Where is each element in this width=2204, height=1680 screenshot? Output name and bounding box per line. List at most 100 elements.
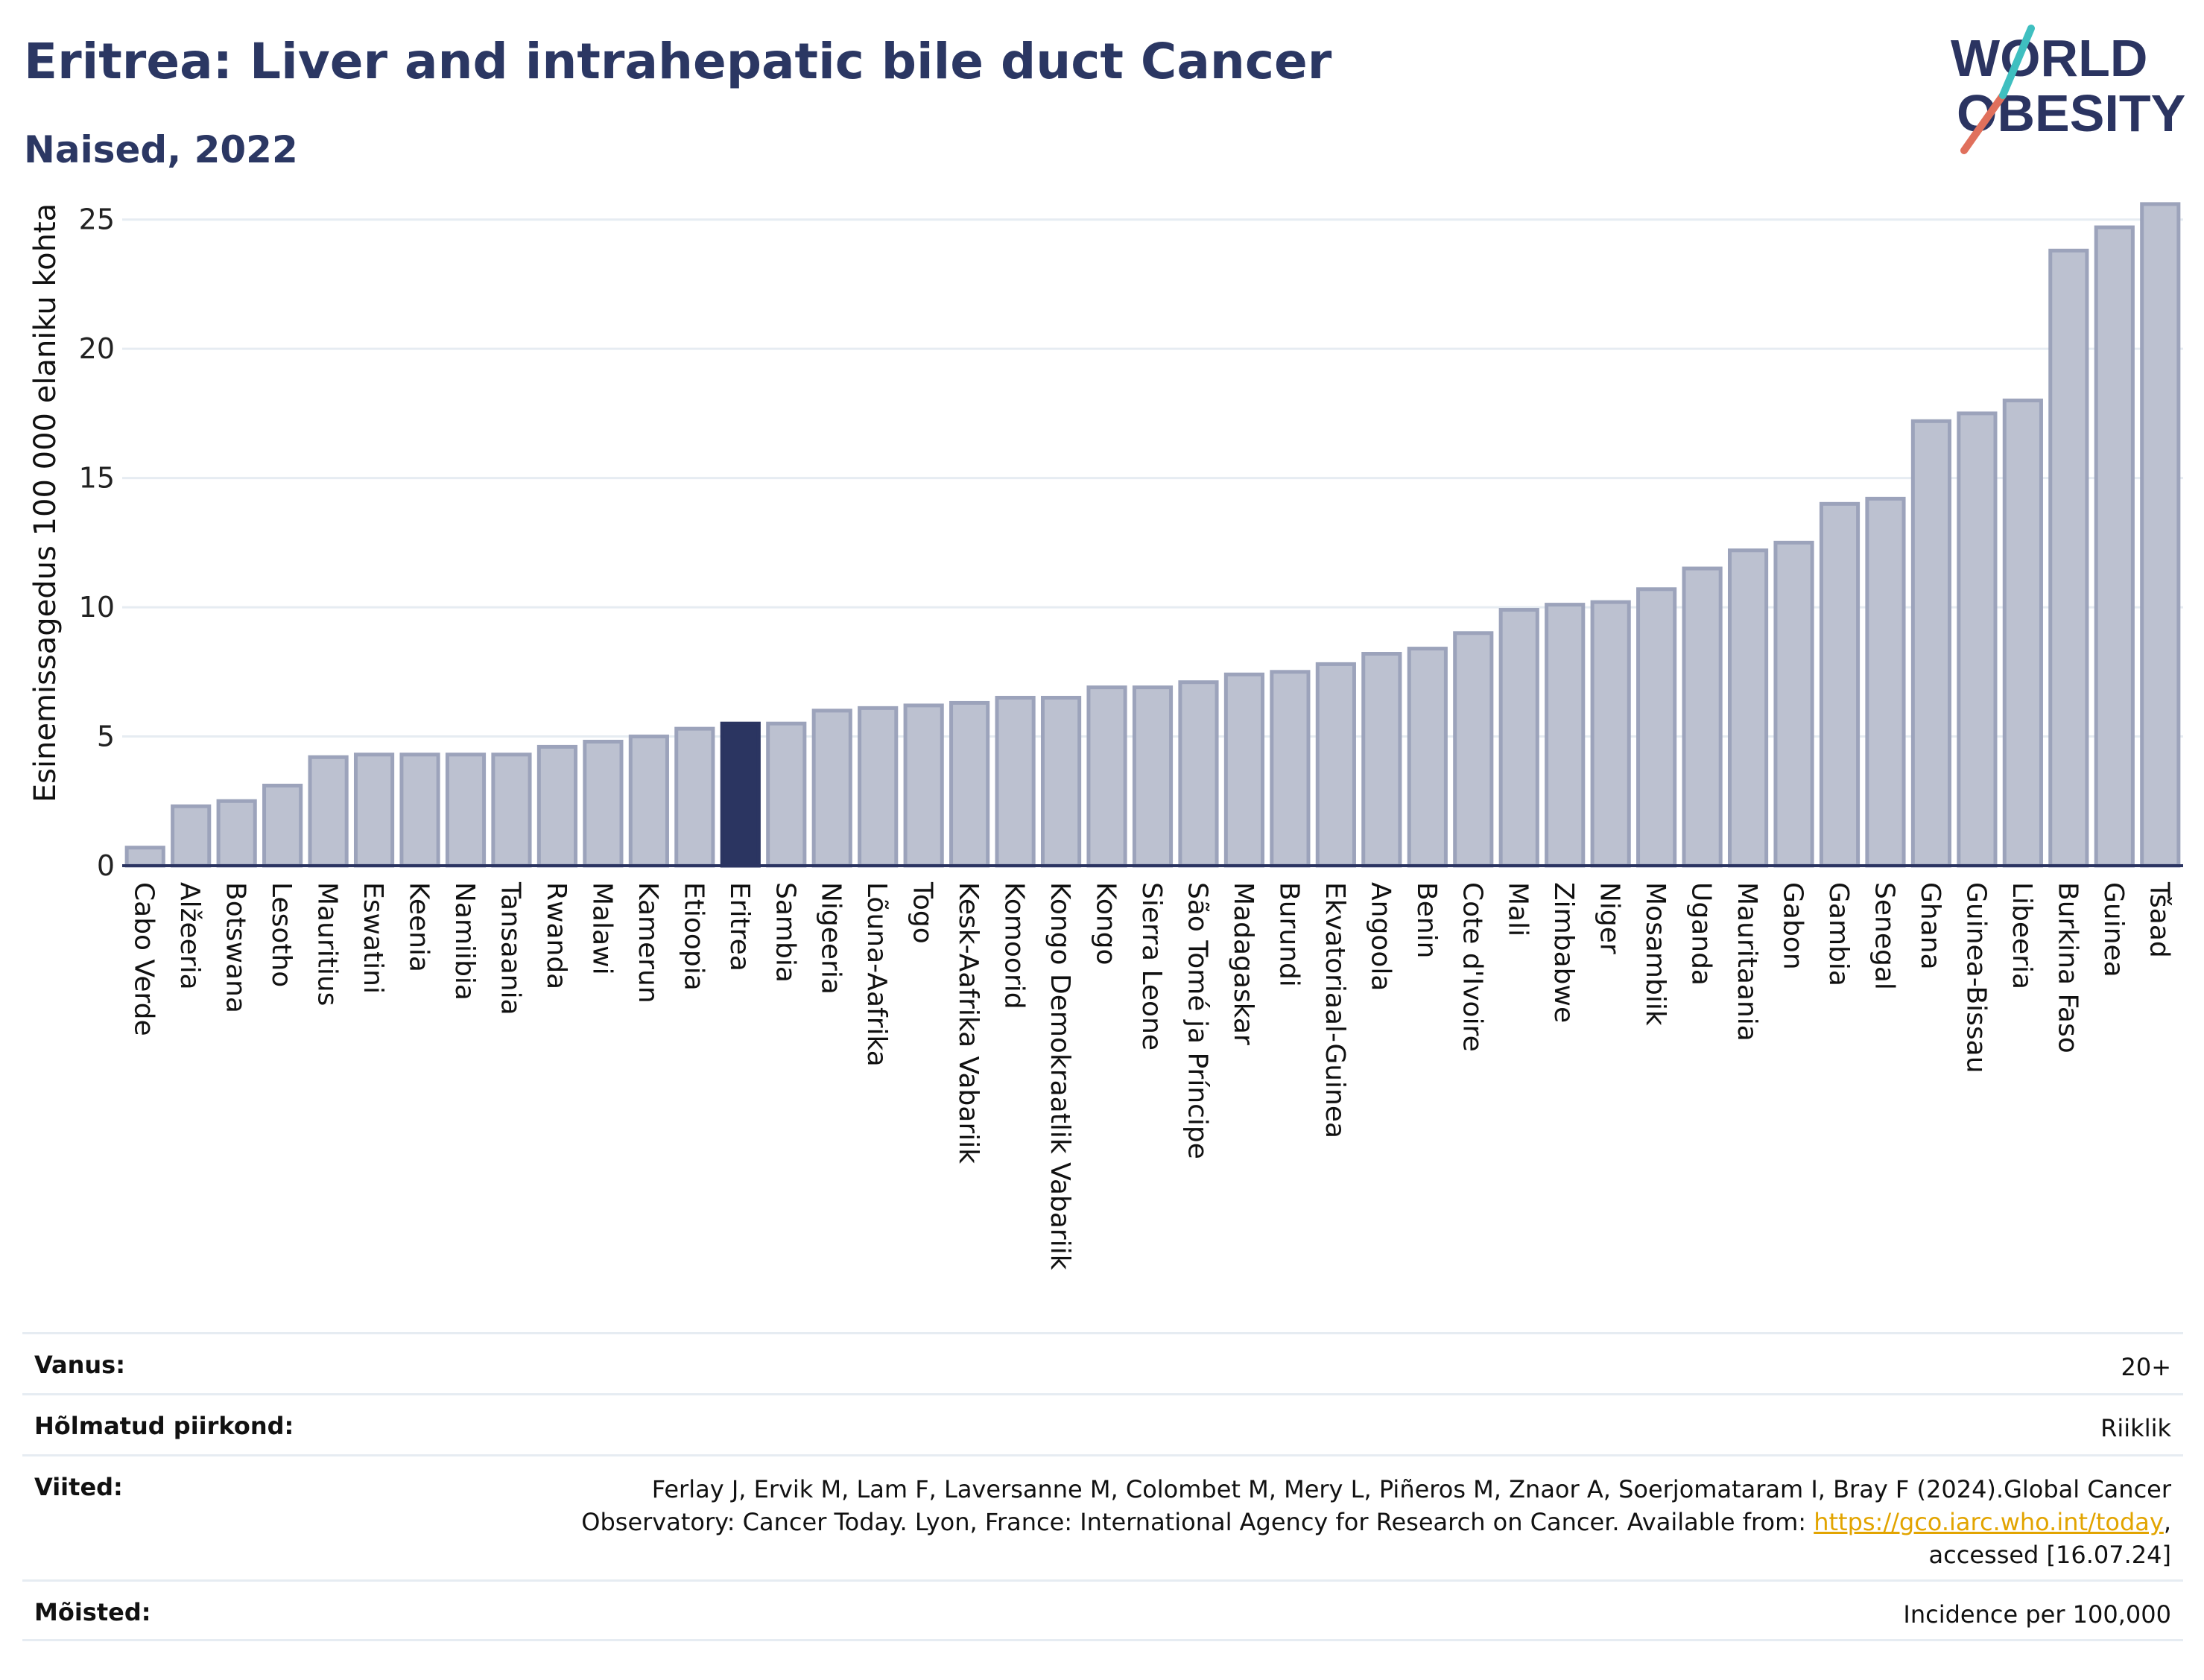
y-tick-label: 0 [97,849,115,882]
bar-gambia [1819,501,1861,868]
bar-s-o-tom-ja-pr-ncipe [1178,680,1219,868]
x-tick-label: Kesk-Aafrika Vabariik [953,882,984,1164]
page-title: Eritrea: Liver and intrahepatic bile duc… [24,33,1332,90]
region-label: Hõlmatud piirkond: [34,1412,294,1440]
bar-burkina-faso [2048,248,2089,868]
bar-sambia [766,721,807,868]
age-label: Vanus: [34,1351,126,1379]
bar-zimbabwe [1545,603,1586,868]
x-tick-label: Lõuna-Aafrika [861,882,892,1067]
logo-line1: WORLD [1951,29,2147,87]
y-tick-label: 20 [79,332,115,365]
references-line-1: Ferlay J, Ervik M, Lam F, Laversanne M, … [651,1475,2171,1503]
x-tick-label: Alžeeria [174,882,205,990]
x-tick-label: Sierra Leone [1136,882,1167,1050]
bar-namiibia [445,752,487,868]
references-label: Viited: [34,1473,123,1501]
bar-cote-d-ivoire [1453,631,1494,868]
x-tick-label: Botswana [221,882,251,1013]
bar-botswana [216,799,257,868]
bar-gabon [1773,540,1814,868]
bar-burundi [1270,670,1311,868]
region-value: Riiklik [2100,1414,2171,1442]
references-link[interactable]: https://gco.iarc.who.int/today [1814,1508,2164,1536]
x-tick-label: São Tomé ja Príncipe [1182,882,1212,1159]
x-tick-label: Libeeria [2007,882,2037,989]
x-tick-label: Malawi [586,882,617,975]
references-line-2: Observatory: Cancer Today. Lyon, France:… [581,1506,2171,1538]
definitions-value: Incidence per 100,000 [1903,1600,2171,1629]
bar-malawi [583,739,624,868]
age-value: 20+ [2121,1353,2171,1381]
bar-guinea-bissau [1957,411,1998,868]
x-tick-label: Cote d'Ivoire [1457,882,1487,1052]
bar-rwanda [536,744,578,868]
bar-ekvatoriaal-guinea [1315,662,1356,868]
bar-sierra-leone [1132,685,1174,868]
x-tick-label: Etioopia [678,882,709,991]
y-tick-label: 5 [97,720,115,753]
info-row-age: Vanus: 20+ [22,1332,2183,1394]
x-tick-labels: Cabo Verde Alžeeria Botswana Lesotho Mauriti… [129,881,2175,1270]
bar-mauritius [308,755,349,868]
x-tick-label: Eritrea [724,882,755,971]
x-tick-label: Cabo Verde [129,882,159,1036]
y-tick-label: 25 [79,203,115,236]
bar-uganda [1682,566,1723,868]
x-tick-label: Namiibia [449,882,480,1001]
bar-madagaskar [1223,672,1265,868]
x-tick-label: Gambia [1823,882,1854,986]
info-bottom-divider [22,1639,2183,1641]
y-tick-label: 10 [79,591,115,624]
x-tick-label: Burundi [1273,882,1304,987]
x-tick-label: Rwanda [541,882,571,989]
y-tick-label: 15 [79,462,115,495]
bar-mosambiik [1636,587,1677,868]
x-tick-label: Kongo Demokraatlik Vabariik [1045,882,1075,1270]
bar-ghana [1910,419,1952,868]
bar-kongo-demokraatlik-vabariik [1040,696,1082,868]
bar-kesk-aafrika-vabariik [949,700,990,868]
world-obesity-logo: WORLD OBESITY [1951,25,2185,154]
x-tick-label: Sambia [770,882,800,983]
info-row-references: Viited: Ferlay J, Ervik M, Lam F, Lavers… [22,1454,2183,1580]
bar-chart: 0 5 10 15 20 25 Cabo Verde Alžeeria Botswana Les… [28,202,2183,1270]
x-tick-label: Uganda [1686,882,1717,986]
references-value: Ferlay J, Ervik M, Lam F, Laversanne M, … [581,1473,2171,1571]
bar-togo [903,703,944,868]
bar-eswatini [353,752,395,868]
bar-kamerun [628,735,669,868]
x-tick-label: Mali [1503,882,1533,936]
bar-t-aad [2140,202,2181,868]
bar-libeeria [2002,399,2043,868]
x-tick-label: Tšaad [2144,881,2174,958]
x-tick-label: Senegal [1869,882,1899,990]
x-tick-label: Mauritius [312,882,343,1006]
bar-eritrea [720,721,761,868]
bar-tansaania [491,752,532,868]
bar-etioopia [674,726,715,868]
x-tick-label: Komoorid [999,882,1030,1009]
bar-benin [1407,647,1448,868]
bar-keenia [399,752,440,868]
info-row-definitions: Mõisted: Incidence per 100,000 [22,1579,2183,1641]
x-tick-label: Lesotho [266,882,297,987]
x-tick-label: Tansaania [495,881,525,1015]
x-tick-label: Togo [908,881,938,944]
x-tick-label: Mosambiik [1640,882,1671,1026]
bar-mauritaania [1727,548,1769,868]
info-row-region: Hõlmatud piirkond: Riiklik [22,1393,2183,1455]
bar-kongo [1086,685,1127,868]
x-tick-label: Keenia [404,882,434,972]
x-tick-label: Gabon [1778,882,1808,970]
references-line-2-end: , [2163,1508,2171,1536]
x-tick-label: Ekvatoriaal-Guinea [1320,882,1350,1138]
x-tick-label: Eswatini [358,882,388,994]
bars [124,202,2181,868]
bar-niger [1590,600,1631,868]
x-tick-label: Guinea [2098,882,2129,977]
bar-guinea [2094,225,2135,868]
y-axis-label: Esinemissagedus 100 000 elaniku kohta [28,203,63,802]
x-tick-label: Madagaskar [1228,882,1258,1045]
bar-lesotho [262,783,303,868]
